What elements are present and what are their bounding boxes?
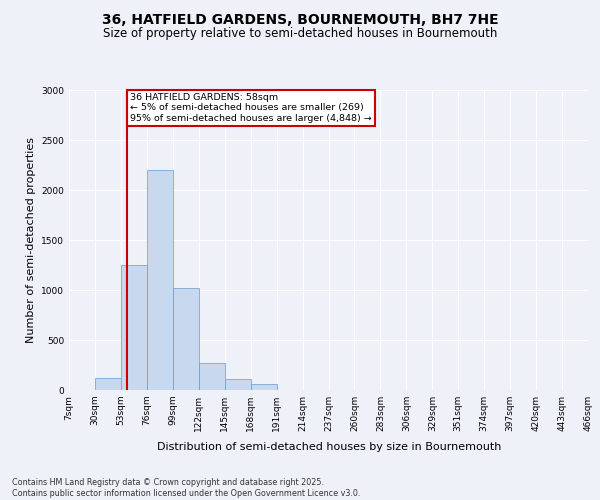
Bar — [199, 362, 224, 390]
Y-axis label: Number of semi-detached properties: Number of semi-detached properties — [26, 137, 35, 343]
Bar — [173, 288, 199, 390]
Bar — [95, 378, 121, 390]
Text: Distribution of semi-detached houses by size in Bournemouth: Distribution of semi-detached houses by … — [157, 442, 501, 452]
Text: 36 HATFIELD GARDENS: 58sqm
← 5% of semi-detached houses are smaller (269)
95% of: 36 HATFIELD GARDENS: 58sqm ← 5% of semi-… — [130, 93, 372, 123]
Bar — [225, 379, 251, 390]
Text: 36, HATFIELD GARDENS, BOURNEMOUTH, BH7 7HE: 36, HATFIELD GARDENS, BOURNEMOUTH, BH7 7… — [101, 12, 499, 26]
Text: Size of property relative to semi-detached houses in Bournemouth: Size of property relative to semi-detach… — [103, 28, 497, 40]
Bar — [147, 170, 173, 390]
Bar — [121, 265, 147, 390]
Bar — [251, 384, 277, 390]
Text: Contains HM Land Registry data © Crown copyright and database right 2025.
Contai: Contains HM Land Registry data © Crown c… — [12, 478, 361, 498]
